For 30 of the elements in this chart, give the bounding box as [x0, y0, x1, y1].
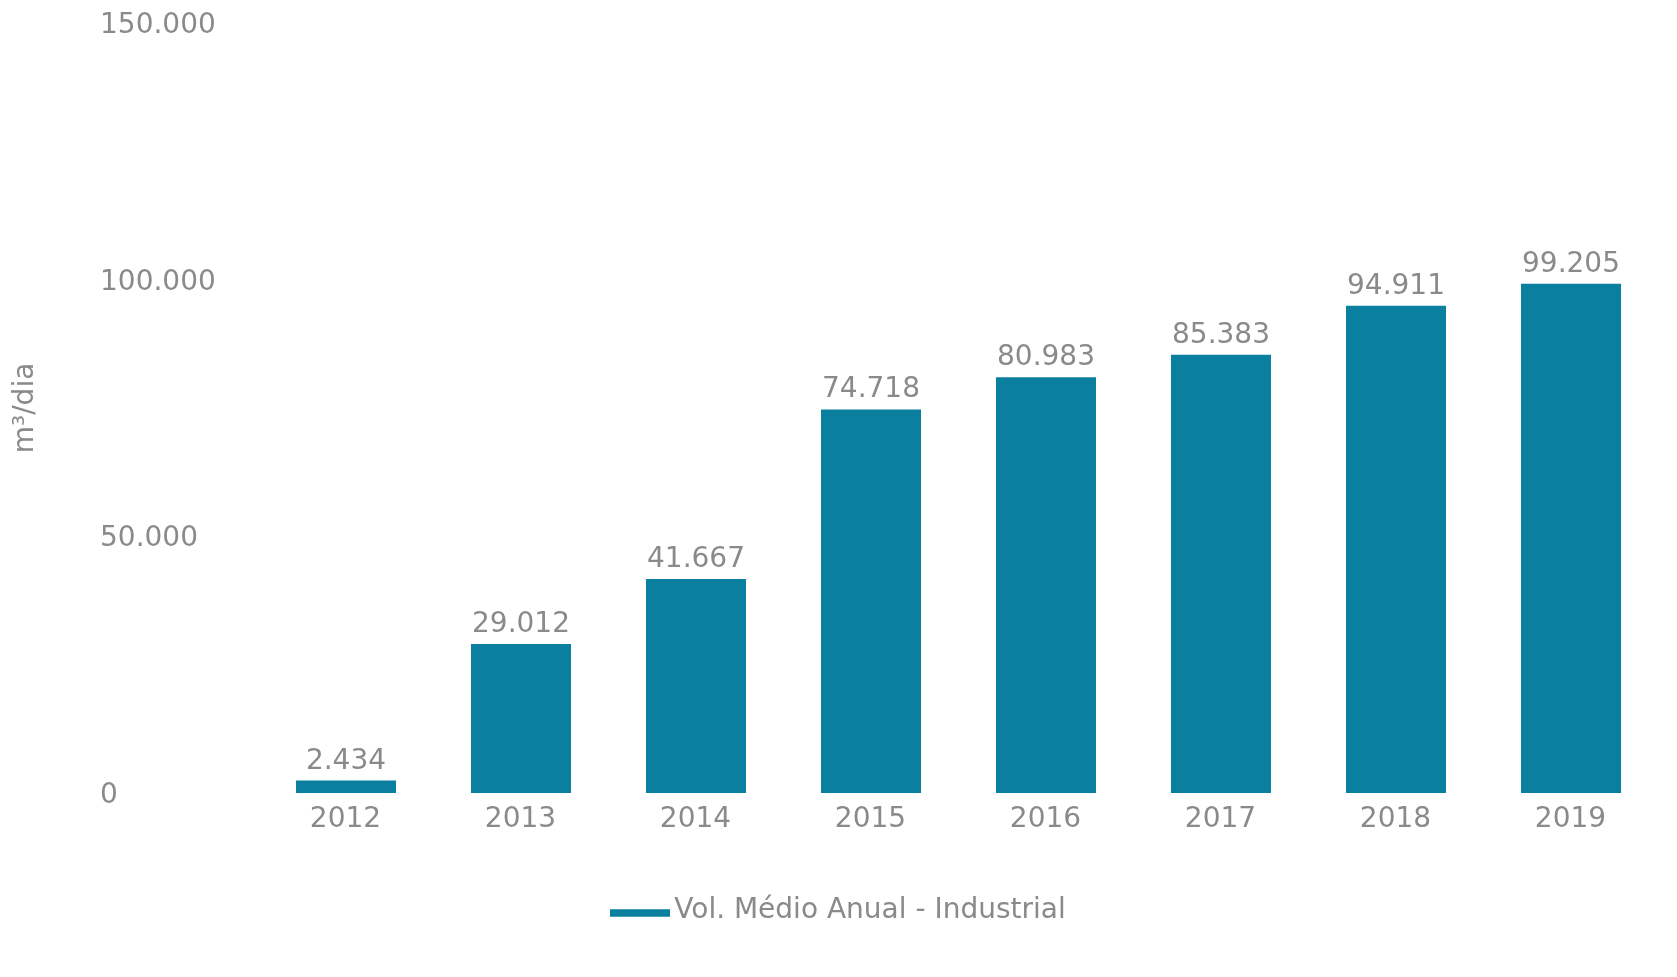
y-axis-title: m³/dia [6, 362, 40, 454]
data-label: 41.667 [647, 541, 745, 575]
x-tick-label: 2013 [484, 800, 557, 834]
x-tick-label: 2017 [1184, 800, 1257, 834]
y-tick-label: 150.000 [100, 6, 216, 40]
x-tick-label: 2015 [834, 800, 907, 834]
x-tick-label: 2018 [1359, 800, 1432, 834]
bar [1171, 354, 1271, 793]
data-label: 29.012 [472, 606, 570, 640]
x-tick-label: 2014 [659, 800, 732, 834]
y-tick-label: 100.000 [100, 263, 216, 297]
data-label: 2.434 [305, 742, 387, 776]
data-label: 85.383 [1172, 316, 1270, 350]
data-label: 74.718 [822, 371, 920, 405]
y-tick-label: 50.000 [100, 520, 198, 554]
data-label: 94.911 [1347, 267, 1445, 301]
bar [646, 579, 746, 793]
x-tick-label: 2016 [1009, 800, 1082, 834]
bar [821, 409, 921, 793]
bar [471, 644, 571, 793]
bar [1346, 305, 1446, 793]
data-label: 80.983 [997, 339, 1095, 373]
x-tick-label: 2012 [309, 800, 382, 834]
legend-label: Vol. Médio Anual - Industrial [674, 891, 1066, 925]
y-tick-label: 0 [100, 776, 118, 810]
x-tick-label: 2019 [1534, 800, 1607, 834]
bar [1521, 283, 1621, 793]
bar [996, 377, 1096, 793]
data-label: 99.205 [1522, 245, 1620, 279]
bar [296, 780, 396, 793]
